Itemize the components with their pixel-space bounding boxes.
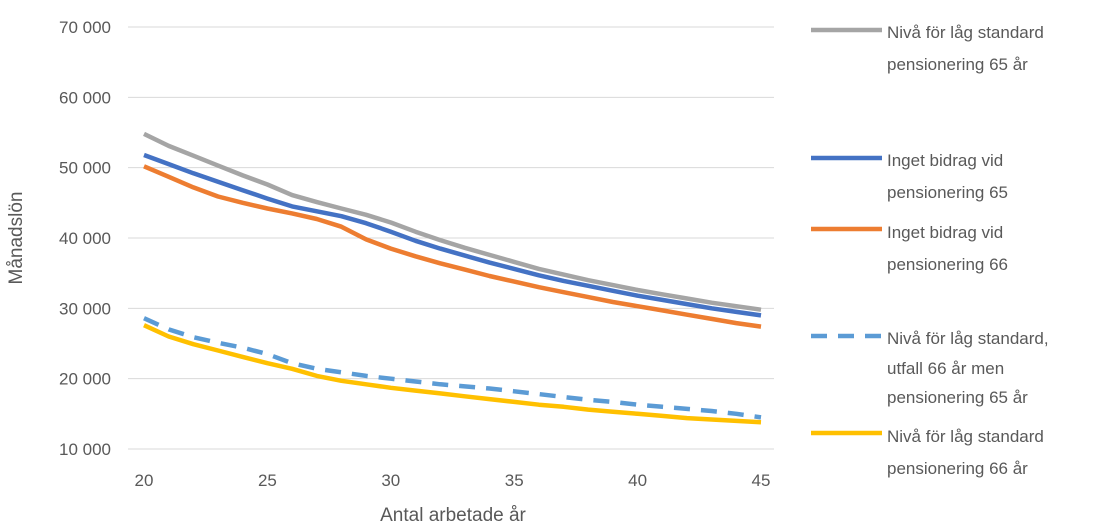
legend-label: pensionering 65 — [887, 183, 1008, 202]
y-tick-label: 70 000 — [59, 18, 111, 37]
series-line-4 — [143, 316, 762, 420]
y-axis-title: Månadslön — [6, 192, 27, 285]
legend: Nivå för låg standard pensionering 65 år I… — [811, 23, 1049, 478]
x-tick-label: 35 — [505, 471, 524, 490]
y-tick-label: 20 000 — [59, 370, 111, 389]
y-tick-label: 40 000 — [59, 229, 111, 248]
y-axis-ticks: 10 000 20 000 30 000 40 000 50 000 60 000 70 0… — [59, 18, 111, 459]
x-axis-title: Antal arbetade år — [380, 505, 526, 526]
x-tick-label: 25 — [258, 471, 277, 490]
x-tick-label: 45 — [752, 471, 771, 490]
x-tick-label: 20 — [135, 471, 154, 490]
legend-label: pensionering 65 år — [887, 388, 1028, 407]
legend-label: Nivå för låg standard, — [887, 329, 1049, 348]
legend-label: pensionering 66 år — [887, 459, 1028, 478]
x-tick-label: 30 — [381, 471, 400, 490]
legend-label: Inget bidrag vid — [887, 223, 1003, 242]
x-axis-ticks: 20 25 30 35 40 45 — [135, 471, 771, 490]
gridlines — [128, 26, 774, 450]
y-tick-label: 60 000 — [59, 88, 111, 107]
series-line-5 — [143, 323, 762, 425]
series-lines — [143, 131, 762, 425]
series-line-2 — [143, 152, 762, 318]
legend-label: Inget bidrag vid — [887, 151, 1003, 170]
y-tick-label: 30 000 — [59, 299, 111, 318]
x-tick-label: 40 — [628, 471, 647, 490]
legend-label: Nivå för låg standard — [887, 23, 1044, 42]
legend-label: Nivå för låg standard — [887, 427, 1044, 446]
y-tick-label: 10 000 — [59, 440, 111, 459]
legend-label: pensionering 66 — [887, 255, 1008, 274]
series-line-1 — [143, 131, 762, 312]
y-tick-label: 50 000 — [59, 159, 111, 178]
legend-label: utfall 66 år men — [887, 359, 1004, 378]
series-line-3 — [143, 164, 762, 329]
legend-label: pensionering 65 år — [887, 55, 1028, 74]
